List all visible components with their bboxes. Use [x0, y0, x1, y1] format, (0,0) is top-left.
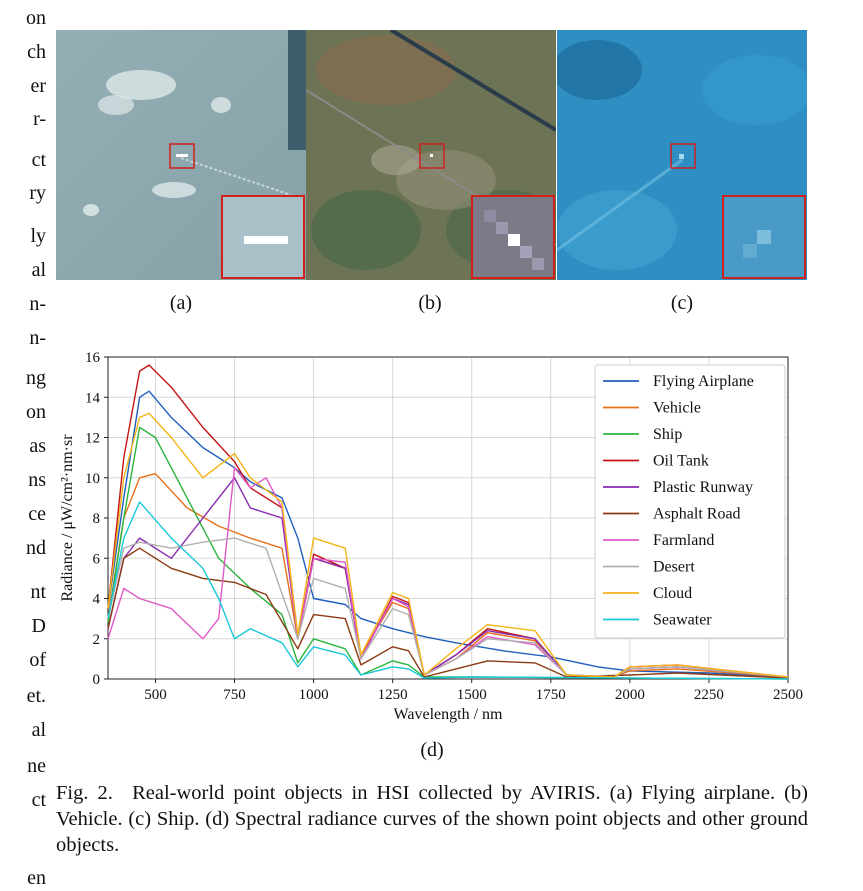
x-tick-label: 1750	[536, 687, 566, 703]
x-tick-label: 2500	[773, 687, 803, 703]
x-tick-label: 500	[144, 687, 167, 703]
y-tick-label: 6	[93, 551, 101, 567]
x-axis-label: Wavelength / nm	[394, 706, 503, 723]
highlight-box	[670, 143, 696, 169]
fragment: ce	[28, 503, 46, 525]
radiance-chart: 500 750 1000 1250 1500 1750 2000 2250 2500 0 2 4 6 8 1…	[50, 340, 810, 730]
y-tick-label: 2	[93, 632, 101, 648]
y-tick-label: 0	[93, 672, 101, 688]
panel-label-b: (b)	[418, 292, 442, 314]
x-tick-label: 750	[223, 687, 246, 703]
legend-label: Oil Tank	[653, 453, 709, 470]
y-tick-label: 16	[85, 350, 101, 366]
series-line	[107, 501, 789, 680]
y-tick-label: 14	[85, 390, 101, 406]
image-panel-airplane	[56, 30, 306, 280]
fragment: ng	[26, 367, 46, 389]
series-line	[107, 426, 789, 680]
y-axis-label: Radiance / μW/cm²·nm·sr	[59, 434, 76, 602]
image-panel-vehicle	[306, 30, 556, 280]
legend-label: Vehicle	[653, 400, 701, 417]
figure-caption: Fig. 2. Real-world point objects in HSI …	[56, 782, 808, 856]
image-panel-ship	[557, 30, 807, 280]
fragment: n-	[29, 327, 46, 349]
y-tick-label: 8	[93, 511, 101, 527]
fragment: of	[29, 649, 46, 671]
fragment: nd	[26, 537, 46, 559]
fragment: ry	[29, 182, 46, 204]
fragment: n-	[29, 293, 46, 315]
series-line	[107, 390, 789, 678]
left-column-fragments: on ch er r- ct ry ly al n- n- ng on as n…	[0, 0, 52, 891]
y-tick-label: 4	[93, 592, 101, 608]
highlight-box	[419, 143, 445, 169]
panel-label-a: (a)	[169, 292, 193, 314]
legend-label: Flying Airplane	[653, 373, 754, 390]
series-line	[107, 547, 789, 679]
legend-box	[594, 364, 786, 639]
fragment: on	[26, 7, 46, 29]
fragment: et.	[26, 685, 46, 707]
highlight-box	[169, 143, 195, 169]
fragment: ct	[31, 789, 46, 811]
fragment: en	[27, 867, 46, 889]
legend-label: Cloud	[653, 585, 692, 602]
y-tick-label: 12	[85, 431, 100, 447]
fragment: r-	[33, 108, 46, 130]
x-tick-label: 1000	[299, 687, 329, 703]
legend-label: Seawater	[653, 612, 712, 629]
x-tick-label: 2250	[694, 687, 724, 703]
radiance-chart-svg: 500 750 1000 1250 1500 1750 2000 2250 2500 0 2 4 6 8 1…	[59, 350, 803, 723]
legend-label: Desert	[653, 559, 695, 576]
legend-label: Farmland	[653, 532, 714, 549]
series-line	[107, 412, 789, 678]
fragment: nt	[30, 581, 46, 603]
fragment: er	[30, 75, 46, 97]
fragment: as	[29, 435, 46, 457]
panel-label-c: (c)	[670, 292, 694, 314]
fragment: ne	[27, 755, 46, 777]
legend-label: Asphalt Road	[653, 506, 741, 523]
fragment: ct	[31, 149, 46, 171]
fragment: on	[26, 401, 46, 423]
x-tick-label: 2000	[615, 687, 645, 703]
legend-label: Plastic Runway	[653, 479, 753, 496]
fragment: ns	[28, 469, 46, 491]
fragment: D	[31, 615, 46, 637]
fragment: ly	[30, 225, 46, 247]
x-tick-label: 1500	[457, 687, 487, 703]
fragment: ch	[27, 41, 46, 63]
y-tick-label: 10	[85, 471, 100, 487]
x-tick-label: 1250	[378, 687, 408, 703]
panel-label-d: (d)	[420, 739, 444, 761]
fragment: al	[31, 719, 46, 741]
fragment: al	[31, 259, 46, 281]
legend-label: Ship	[653, 426, 682, 443]
